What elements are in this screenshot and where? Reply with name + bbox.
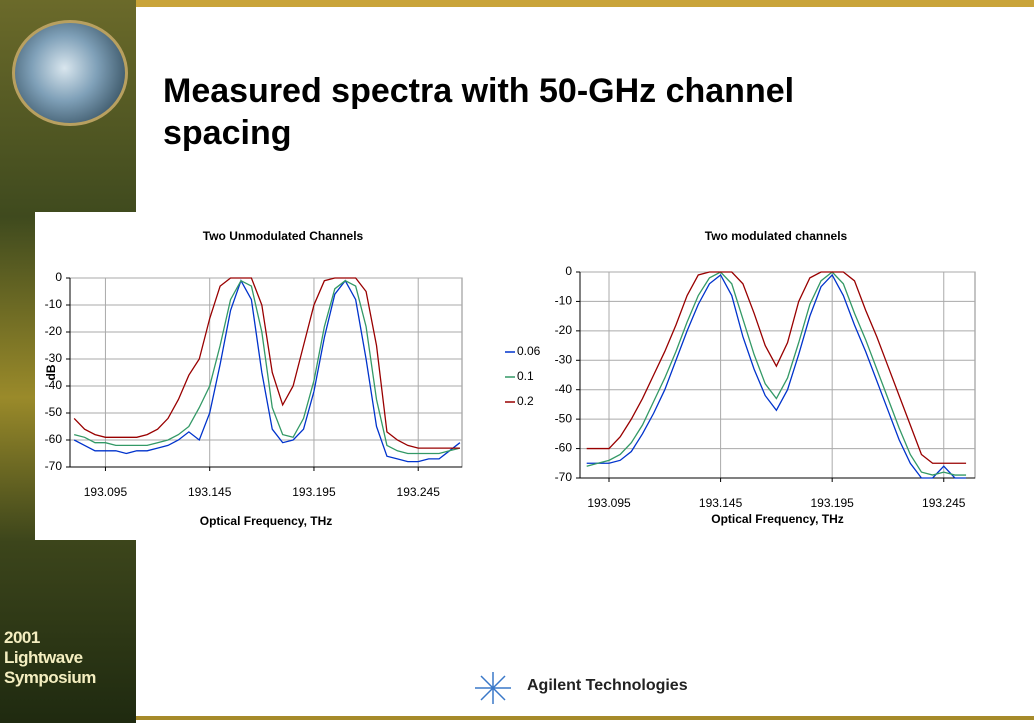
x-axis-label: Optical Frequency, THz	[711, 512, 843, 526]
y-tick-label: 0	[55, 270, 62, 284]
event-line: Symposium	[4, 668, 96, 687]
y-tick-label: -60	[45, 432, 63, 446]
globe-image	[12, 20, 128, 126]
slide-title: Measured spectra with 50-GHz channel spa…	[163, 72, 795, 152]
legend-label: 0.06	[517, 344, 541, 358]
y-tick-label: -10	[555, 294, 573, 308]
bottom-rule	[136, 716, 1034, 720]
event-line: Lightwave	[4, 648, 83, 667]
y-tick-label: -30	[555, 352, 573, 366]
y-tick-label: -70	[45, 459, 63, 473]
x-tick-label: 193.095	[84, 485, 128, 499]
x-tick-label: 193.095	[587, 496, 631, 510]
y-tick-label: -40	[555, 382, 573, 396]
event-line: 2001	[4, 628, 40, 647]
y-tick-label: 0	[565, 264, 572, 278]
y-axis-label: dB	[44, 364, 58, 380]
x-tick-label: 193.145	[699, 496, 743, 510]
x-tick-label: 193.245	[922, 496, 966, 510]
logo-star	[475, 672, 511, 704]
x-tick-label: 193.195	[810, 496, 854, 510]
legend-label: 0.2	[517, 394, 534, 408]
y-tick-label: -30	[45, 351, 63, 365]
x-tick-label: 193.245	[397, 485, 441, 499]
plot-area	[69, 277, 463, 468]
chart-title: Two Unmodulated Channels	[203, 229, 364, 243]
y-tick-label: -10	[45, 297, 63, 311]
event-name: 2001 Lightwave Symposium	[4, 628, 96, 688]
series-line	[73, 277, 460, 449]
legend-label: 0.1	[517, 369, 534, 383]
series-line	[73, 279, 461, 463]
x-tick-label: 193.195	[292, 485, 336, 499]
series-line	[586, 273, 967, 479]
y-tick-label: -70	[555, 470, 573, 484]
top-rule	[136, 0, 1034, 7]
chart-title: Two modulated channels	[705, 229, 848, 243]
y-tick-label: -60	[555, 441, 573, 455]
x-axis-label: Optical Frequency, THz	[200, 514, 332, 528]
x-tick-label: 193.145	[188, 485, 232, 499]
y-tick-label: -50	[45, 405, 63, 419]
logo-text: Agilent Technologies	[527, 677, 688, 694]
y-tick-label: -20	[45, 324, 63, 338]
y-tick-label: -40	[45, 378, 63, 392]
plot-area	[579, 271, 976, 479]
series-line	[586, 271, 967, 464]
series-line	[586, 271, 967, 476]
y-tick-label: -20	[555, 323, 573, 337]
y-tick-label: -50	[555, 411, 573, 425]
series-line	[74, 279, 461, 455]
